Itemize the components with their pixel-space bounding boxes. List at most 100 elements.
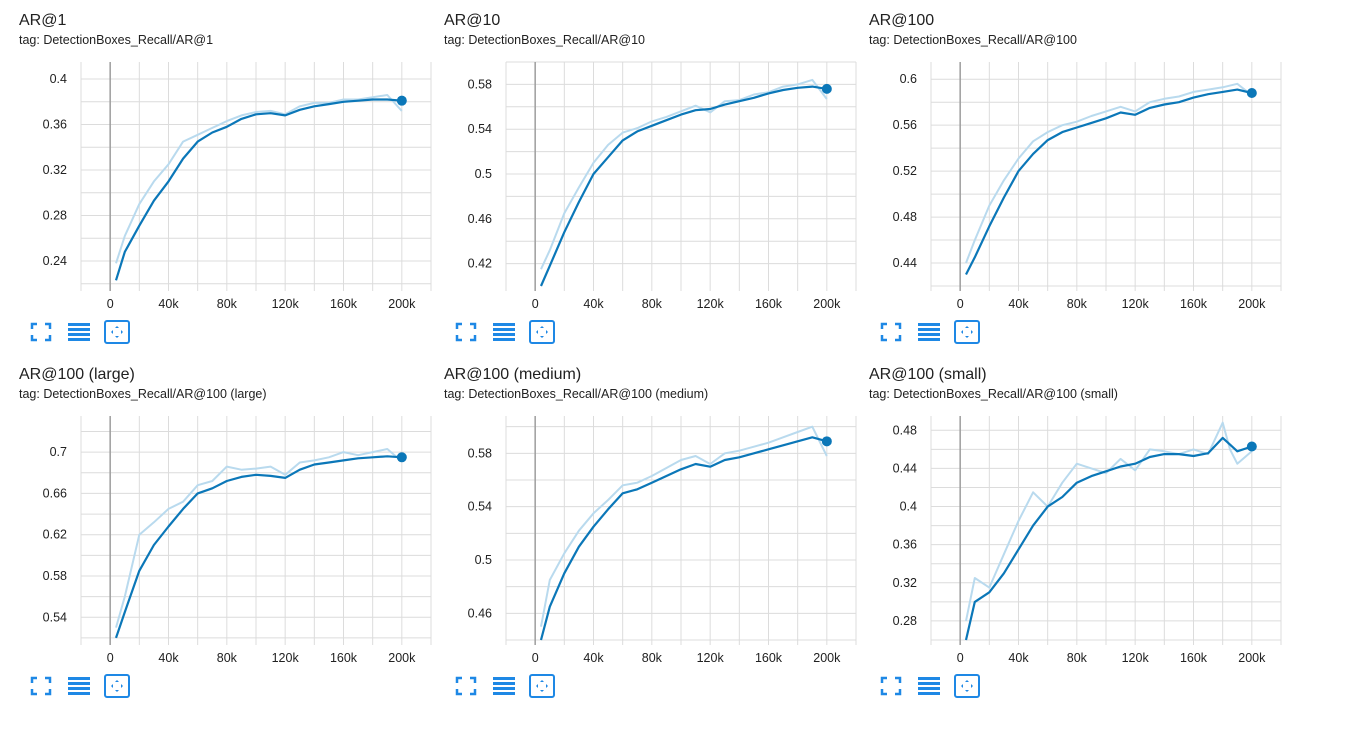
fit-domain-icon[interactable]: [953, 673, 981, 699]
raw-series-line: [115, 94, 403, 264]
chart-card-ar1: AR@1 tag: DetectionBoxes_Recall/AR@1 0.24 0…: [19, 11, 444, 365]
last-value-marker: [821, 436, 832, 447]
x-tick-label: 120k: [1122, 651, 1150, 665]
fit-domain-icon[interactable]: [103, 673, 131, 699]
y-tick-label: 0.48: [893, 210, 917, 224]
fullscreen-icon[interactable]: [452, 319, 480, 345]
x-tick-label: 0: [532, 651, 539, 665]
x-tick-label: 160k: [755, 297, 783, 311]
x-tick-label: 80k: [217, 651, 238, 665]
y-tick-label: 0.7: [50, 445, 67, 459]
fit-domain-icon-glyph: [954, 320, 980, 344]
x-tick-label: 80k: [1067, 651, 1088, 665]
x-tick-label: 40k: [158, 651, 179, 665]
chart-tag: tag: DetectionBoxes_Recall/AR@100 (large…: [19, 387, 267, 401]
x-tick-label: 0: [107, 651, 114, 665]
x-tick-label: 120k: [1122, 297, 1150, 311]
y-tick-label: 0.46: [468, 212, 492, 226]
chart-title: AR@100: [869, 12, 935, 29]
toggle-log-scale-icon-glyph: [918, 677, 940, 695]
smoothed-series-line: [539, 436, 828, 641]
raw-series-line: [965, 421, 1253, 622]
fullscreen-icon[interactable]: [27, 673, 55, 699]
toggle-log-scale-icon-glyph: [68, 677, 90, 695]
x-tick-label: 120k: [697, 651, 725, 665]
y-tick-label: 0.44: [893, 461, 917, 475]
fit-domain-icon[interactable]: [528, 673, 556, 699]
chart-tag: tag: DetectionBoxes_Recall/AR@100 (mediu…: [444, 387, 709, 401]
line-chart: 0.24 0.28 0.32 0.36 0.4 0 40k 80k 120k 160k 200k: [43, 62, 432, 311]
last-value-marker: [396, 95, 407, 106]
fit-domain-icon[interactable]: [953, 319, 981, 345]
raw-series-line: [115, 448, 403, 628]
fit-domain-icon-glyph: [104, 320, 130, 344]
x-tick-label: 40k: [583, 297, 604, 311]
x-tick-label: 120k: [272, 297, 300, 311]
y-tick-label: 0.28: [43, 209, 67, 223]
y-tick-label: 0.52: [893, 164, 917, 178]
fullscreen-icon[interactable]: [27, 319, 55, 345]
fit-domain-icon-glyph: [104, 674, 130, 698]
y-tick-label: 0.54: [468, 122, 492, 136]
x-tick-label: 80k: [217, 297, 238, 311]
y-tick-label: 0.58: [468, 77, 492, 91]
x-tick-label: 160k: [1180, 297, 1208, 311]
fit-domain-icon-glyph: [529, 674, 555, 698]
smoothed-series-line: [114, 455, 402, 639]
x-tick-label: 0: [107, 297, 114, 311]
smoothed-series-line: [114, 98, 402, 281]
y-tick-label: 0.58: [468, 446, 492, 460]
x-tick-label: 40k: [1008, 651, 1029, 665]
toggle-log-scale-icon[interactable]: [65, 319, 93, 345]
x-tick-label: 80k: [642, 651, 663, 665]
smoothed-series-line: [539, 85, 827, 287]
x-tick-label: 200k: [1238, 297, 1266, 311]
last-value-marker: [1246, 88, 1257, 99]
chart-toolbar: [27, 319, 157, 347]
y-tick-label: 0.42: [468, 257, 492, 271]
fullscreen-icon-glyph: [30, 322, 52, 342]
toggle-log-scale-icon[interactable]: [915, 319, 943, 345]
chart-toolbar: [877, 673, 1007, 701]
x-tick-label: 40k: [1008, 297, 1029, 311]
y-tick-label: 0.5: [475, 553, 492, 567]
chart-card-ar100-large: AR@100 (large) tag: DetectionBoxes_Recall…: [19, 365, 444, 719]
toggle-log-scale-icon[interactable]: [65, 673, 93, 699]
x-tick-label: 120k: [697, 297, 725, 311]
x-tick-label: 200k: [388, 651, 416, 665]
fit-domain-icon[interactable]: [528, 319, 556, 345]
y-tick-label: 0.66: [43, 486, 67, 500]
chart-toolbar: [877, 319, 1007, 347]
y-tick-label: 0.56: [893, 118, 917, 132]
smoothed-series-line: [965, 88, 1253, 276]
fullscreen-icon[interactable]: [877, 319, 905, 345]
fit-domain-icon[interactable]: [103, 319, 131, 345]
chart-title: AR@100 (large): [19, 366, 135, 383]
toggle-log-scale-icon[interactable]: [490, 673, 518, 699]
line-chart: 0.28 0.32 0.36 0.4 0.44 0.48 0 40k 80k 120k 160k 20…: [893, 416, 1282, 665]
chart-tag: tag: DetectionBoxes_Recall/AR@100: [869, 33, 1077, 47]
chart-card-ar100: AR@100 tag: DetectionBoxes_Recall/AR@100 0…: [869, 11, 1294, 365]
chart-toolbar: [452, 319, 582, 347]
toggle-log-scale-icon[interactable]: [490, 319, 518, 345]
fullscreen-icon-glyph: [30, 676, 52, 696]
y-tick-label: 0.32: [43, 163, 67, 177]
x-tick-label: 160k: [1180, 651, 1208, 665]
chart-title: AR@1: [19, 12, 67, 29]
x-tick-label: 0: [957, 297, 964, 311]
y-tick-label: 0.4: [50, 72, 67, 86]
toggle-log-scale-icon[interactable]: [915, 673, 943, 699]
fullscreen-icon[interactable]: [452, 673, 480, 699]
fullscreen-icon[interactable]: [877, 673, 905, 699]
chart-card-ar10: AR@10 tag: DetectionBoxes_Recall/AR@10 0.4…: [444, 11, 869, 365]
x-tick-label: 80k: [1067, 297, 1088, 311]
y-tick-label: 0.62: [43, 528, 67, 542]
x-tick-label: 160k: [755, 651, 783, 665]
x-tick-label: 0: [532, 297, 539, 311]
chart-toolbar: [452, 673, 582, 701]
line-chart: 0.42 0.46 0.5 0.54 0.58 0 40k 80k 120k 160k 200k: [468, 61, 857, 311]
raw-series-line: [540, 78, 828, 270]
y-tick-label: 0.36: [893, 538, 917, 552]
last-value-marker: [396, 452, 407, 463]
fullscreen-icon-glyph: [455, 322, 477, 342]
